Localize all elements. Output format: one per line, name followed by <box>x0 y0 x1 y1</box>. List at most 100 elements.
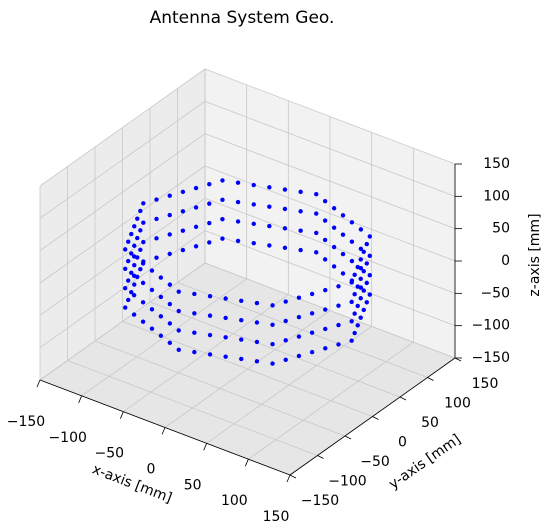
point <box>352 311 357 316</box>
chart-title: Antenna System Geo. <box>150 8 335 28</box>
point <box>123 247 128 252</box>
point <box>314 211 319 216</box>
point <box>192 291 197 297</box>
point <box>358 296 363 301</box>
point <box>129 251 134 256</box>
point <box>296 353 302 359</box>
grid-line <box>39 262 206 381</box>
point <box>207 182 212 187</box>
grid-line <box>122 321 373 417</box>
grid-line <box>149 301 401 398</box>
point <box>309 311 315 316</box>
point <box>158 333 164 338</box>
point <box>270 322 275 327</box>
point <box>140 261 146 266</box>
point <box>207 332 213 338</box>
point <box>167 193 172 198</box>
tick-mark <box>427 377 434 381</box>
point <box>149 268 155 273</box>
point <box>349 299 354 305</box>
point <box>126 278 131 283</box>
grid-line <box>39 101 206 219</box>
point <box>132 224 137 229</box>
grid-line <box>39 165 206 284</box>
tick-mark <box>203 443 208 451</box>
grid-line <box>204 197 456 294</box>
point <box>322 257 328 262</box>
point <box>349 258 355 264</box>
point <box>251 221 256 227</box>
tick-mark <box>317 455 324 459</box>
point <box>126 239 131 244</box>
point <box>138 208 143 214</box>
point <box>322 218 328 223</box>
y-tick-label: −100 <box>328 474 366 490</box>
point <box>340 213 346 218</box>
tick-mark <box>161 427 166 435</box>
point <box>358 227 364 232</box>
point <box>123 266 128 271</box>
point <box>336 342 341 347</box>
point <box>367 273 372 278</box>
point <box>309 330 315 335</box>
grid-line <box>67 360 318 456</box>
point <box>176 308 181 314</box>
grid-line <box>204 165 456 262</box>
point <box>141 220 146 225</box>
point <box>355 323 360 328</box>
point <box>361 268 366 274</box>
point <box>193 244 199 249</box>
point <box>158 294 164 300</box>
point <box>323 287 328 293</box>
tick-mark <box>289 474 297 479</box>
tick-mark <box>454 357 462 362</box>
point <box>223 296 228 301</box>
point <box>364 241 369 247</box>
point <box>314 230 319 236</box>
tick-mark <box>399 396 407 401</box>
point <box>282 226 288 231</box>
point <box>167 282 173 287</box>
point <box>361 307 366 313</box>
point <box>283 299 288 304</box>
point <box>323 346 328 351</box>
point <box>358 315 363 320</box>
point <box>193 185 199 191</box>
point <box>367 292 372 297</box>
point <box>349 239 355 244</box>
point <box>282 245 288 250</box>
point <box>167 301 173 307</box>
z-tick-label: 150 <box>483 156 510 172</box>
grid-line <box>204 68 456 165</box>
point <box>193 205 199 210</box>
x-tick-label: 0 <box>147 462 156 478</box>
point <box>298 189 303 195</box>
point <box>296 334 302 339</box>
point <box>298 228 303 233</box>
point <box>141 201 146 206</box>
point <box>270 303 275 308</box>
point <box>349 319 354 324</box>
x-tick-label: 50 <box>184 477 202 493</box>
point <box>154 255 159 260</box>
point <box>167 321 173 326</box>
point <box>361 249 366 254</box>
grid-line <box>94 340 346 437</box>
point <box>223 335 228 340</box>
point <box>149 307 155 312</box>
grid-line <box>204 230 456 327</box>
point <box>282 206 288 212</box>
grid-line <box>39 230 206 348</box>
point <box>220 236 225 241</box>
point <box>180 247 186 253</box>
grid-line <box>204 262 456 359</box>
point <box>314 250 319 255</box>
point <box>283 338 288 343</box>
point <box>235 199 241 205</box>
x-tick-label: −150 <box>7 414 45 430</box>
point <box>220 197 225 203</box>
tick-mark <box>344 435 352 440</box>
point <box>138 247 143 252</box>
x-tick-label: 100 <box>221 493 248 509</box>
